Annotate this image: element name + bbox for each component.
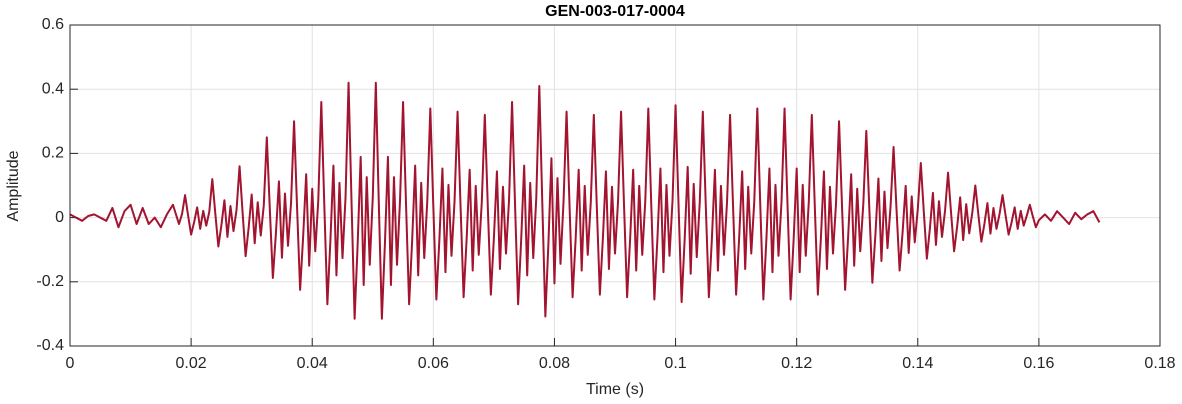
waveform-line [69,81,1101,320]
y-axis-label: Amplitude [5,150,22,221]
x-tick-label: 0.08 [539,355,570,372]
y-tick-label: -0.4 [36,337,64,354]
x-axis-label: Time (s) [586,381,644,398]
x-tick-label: 0.1 [664,355,686,372]
y-tick-label: 0.4 [42,80,64,97]
y-tick-label: -0.2 [36,273,64,290]
x-tick-label: 0.16 [1023,355,1054,372]
y-tick-label: 0.2 [42,145,64,162]
x-tick-label: 0.14 [902,355,933,372]
x-tick-label: 0.12 [781,355,812,372]
x-tick-label: 0.02 [176,355,207,372]
chart-title: GEN-003-017-0004 [545,3,685,20]
x-tick-label: 0.18 [1144,355,1175,372]
plot-frame [69,24,1161,347]
x-tick-label: 0.06 [418,355,449,372]
y-tick-label: 0.6 [42,16,64,33]
x-tick-label: 0 [66,355,75,372]
y-tick-label: 0 [55,209,64,226]
x-tick-label: 0.04 [297,355,328,372]
